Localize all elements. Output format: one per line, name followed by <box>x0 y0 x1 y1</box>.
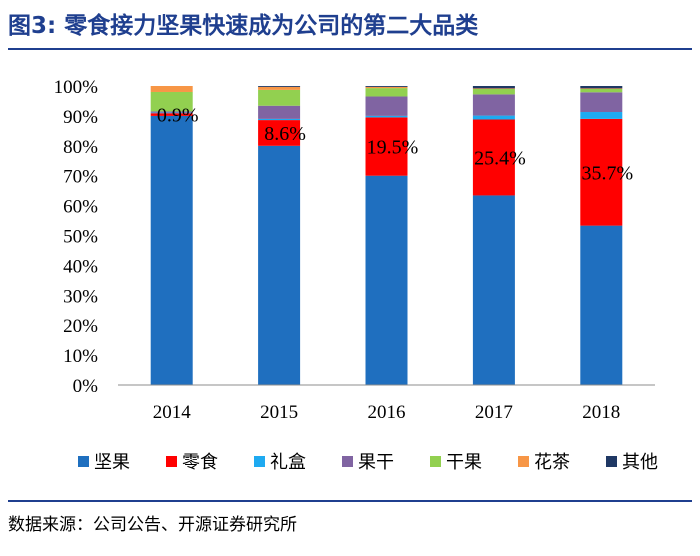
bar-segment <box>580 118 623 226</box>
y-tick-label: 60% <box>63 197 98 218</box>
bar-segment <box>472 86 515 89</box>
bar-segment <box>150 111 193 113</box>
bar-segment <box>365 96 408 116</box>
bar-segment <box>258 86 301 90</box>
legend-label: 干果 <box>446 452 482 473</box>
bar-segment <box>150 112 193 114</box>
stacked-bar-chart: 0%10%20%30%40%50%60%70%80%90%100% 2014 20… <box>54 77 658 473</box>
legend-label: 礼盒 <box>270 452 306 473</box>
bar-segment <box>580 88 623 89</box>
legend-swatch <box>254 456 265 467</box>
source-rule <box>8 500 692 502</box>
x-axis: 2014 2015 2016 2017 2018 <box>118 384 655 423</box>
bar-segment <box>472 115 515 120</box>
legend-label: 果干 <box>358 452 394 473</box>
y-tick-label: 90% <box>63 107 98 128</box>
legend-label: 其他 <box>622 452 658 473</box>
bar-segment <box>258 89 301 106</box>
data-label: 25.4% <box>474 147 526 169</box>
legend-label: 坚果 <box>94 452 130 473</box>
figure-title: 图3: 零食接力坚果快速成为公司的第二大品类 <box>8 13 479 39</box>
x-tick-label: 2016 <box>368 402 406 423</box>
bar-segment <box>258 118 301 121</box>
bar-segment <box>580 92 623 113</box>
legend-swatch <box>430 456 441 467</box>
y-tick-label: 20% <box>63 316 98 337</box>
bar-segment <box>472 94 515 116</box>
data-label: 19.5% <box>367 137 419 159</box>
y-axis: 0% 10% 20% 30% 40% 50% 60% 70% 80% 90% 100% <box>54 77 99 397</box>
bar-segment <box>258 120 301 146</box>
bar-segment <box>472 88 515 95</box>
bar-segment <box>150 91 193 112</box>
bar-segment <box>580 112 623 119</box>
x-tick-label: 2017 <box>475 402 513 423</box>
bar-segment <box>150 86 193 92</box>
bar-segment <box>258 86 301 87</box>
bar-segment <box>580 88 623 93</box>
x-tick-label: 2018 <box>582 402 620 423</box>
bar-segment <box>150 115 193 386</box>
bar-segment <box>365 175 408 385</box>
bar-segment <box>365 86 408 87</box>
y-tick-label: 100% <box>54 77 99 98</box>
bar-segment <box>472 119 515 196</box>
legend-swatch <box>342 456 353 467</box>
bar-segment <box>150 113 193 116</box>
y-tick-label: 70% <box>63 167 98 188</box>
legend-label: 零食 <box>182 452 218 473</box>
data-labels-group: 0.9% 8.6% 19.5% 25.4% 35.7% <box>157 105 633 185</box>
y-tick-label: 40% <box>63 256 98 277</box>
y-tick-label: 80% <box>63 137 98 158</box>
bar-segment <box>365 115 408 118</box>
data-label: 0.9% <box>157 105 199 127</box>
legend-label: 花茶 <box>534 452 570 473</box>
legend-swatch <box>606 456 617 467</box>
bar-segment <box>580 86 623 89</box>
legend-swatch <box>78 456 89 467</box>
data-label: 8.6% <box>264 123 306 145</box>
y-tick-label: 10% <box>63 346 98 367</box>
y-tick-label: 0% <box>73 376 99 397</box>
legend-swatch <box>166 456 177 467</box>
bar-segment <box>472 88 515 89</box>
bar-segment <box>365 117 408 176</box>
bar-segment <box>365 86 408 89</box>
y-tick-label: 50% <box>63 227 98 248</box>
bar-segment <box>365 88 408 97</box>
title-rule <box>8 48 692 50</box>
bars-group <box>150 86 623 386</box>
x-tick-label: 2014 <box>153 402 192 423</box>
legend-swatch <box>518 456 529 467</box>
y-tick-label: 30% <box>63 286 98 307</box>
data-label: 35.7% <box>581 162 633 184</box>
bar-segment <box>258 105 301 119</box>
x-tick-label: 2015 <box>260 402 298 423</box>
legend: 坚果 零食 礼盒 果干 干果 花茶 其他 <box>78 452 658 473</box>
bar-segment <box>580 225 623 385</box>
bar-segment <box>258 145 301 385</box>
bar-segment <box>472 195 515 385</box>
source-note: 数据来源：公司公告、开源证券研究所 <box>8 515 297 535</box>
